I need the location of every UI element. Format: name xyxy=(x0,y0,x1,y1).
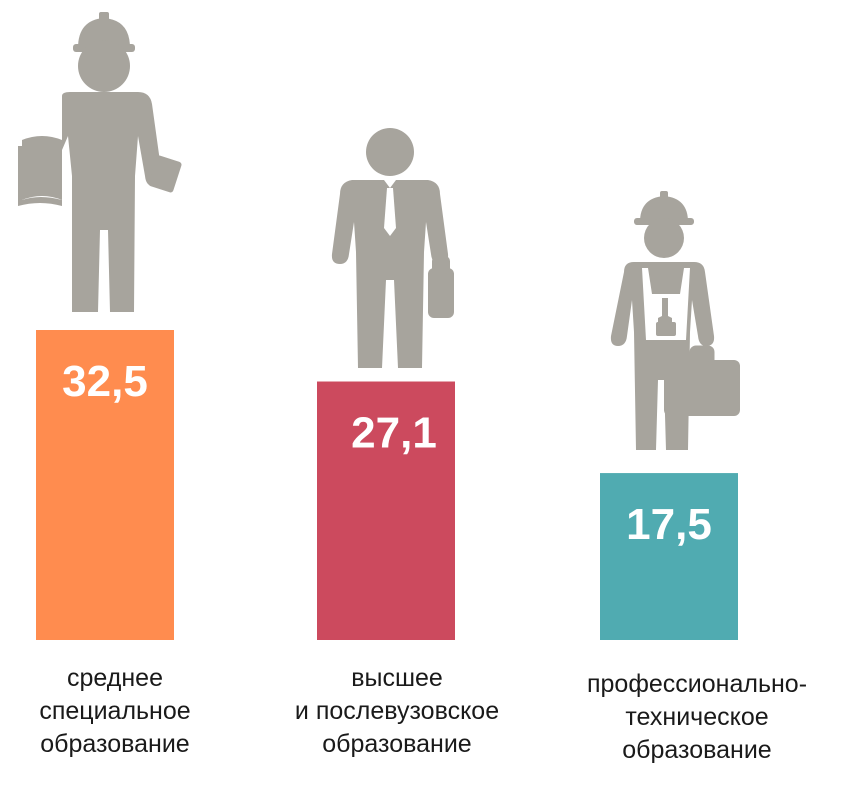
category-label-3-line-2: техническое xyxy=(625,703,768,731)
category-label-1-line-3: образование xyxy=(40,730,189,758)
businessman-with-briefcase-icon xyxy=(331,128,454,368)
category-label-3-line-3: образование xyxy=(622,736,771,764)
category-label-1-line-1: среднее xyxy=(67,664,163,692)
category-label-1-line-2: специальное xyxy=(39,697,190,725)
bar-1 xyxy=(36,330,174,640)
engineer-with-book-icon xyxy=(18,12,182,312)
bar-2 xyxy=(317,381,455,640)
category-labels: среднее специальное образование высшее и пос… xyxy=(39,664,807,764)
bar-value-label-1: 32,5 xyxy=(62,357,148,406)
category-label-2-line-2: и послевузовское xyxy=(295,697,499,725)
bar-3 xyxy=(600,473,738,640)
bars: 32,5 27,1 17,5 xyxy=(36,330,738,640)
category-label-2-line-3: образование xyxy=(322,730,471,758)
category-label-2-line-1: высшее xyxy=(351,664,443,692)
worker-with-toolbox-icon xyxy=(610,191,740,450)
bar-value-label-2: 27,1 xyxy=(351,409,437,458)
category-label-3-line-1: профессионально- xyxy=(587,670,807,698)
bar-value-label-3: 17,5 xyxy=(626,500,712,549)
